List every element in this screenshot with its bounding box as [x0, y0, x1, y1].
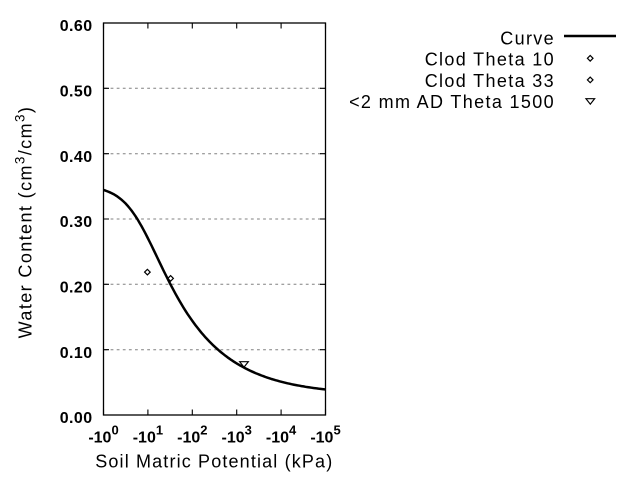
svg-text:<2 mm AD Theta 1500: <2 mm AD Theta 1500: [349, 92, 555, 112]
svg-text:0.20: 0.20: [60, 279, 93, 296]
svg-text:Clod Theta 33: Clod Theta 33: [425, 71, 555, 91]
svg-text:0.40: 0.40: [60, 149, 93, 166]
svg-text:0.00: 0.00: [60, 410, 93, 427]
svg-text:Curve: Curve: [500, 28, 555, 48]
svg-text:0.30: 0.30: [60, 214, 93, 231]
svg-text:0.10: 0.10: [60, 345, 93, 362]
svg-text:0.60: 0.60: [60, 18, 93, 35]
svg-text:Water Content (cm3/cm3): Water Content (cm3/cm3): [13, 106, 36, 339]
svg-text:Soil Matric Potential (kPa): Soil Matric Potential (kPa): [95, 452, 333, 472]
svg-text:Clod Theta 10: Clod Theta 10: [425, 50, 555, 70]
svg-text:0.50: 0.50: [60, 83, 93, 100]
